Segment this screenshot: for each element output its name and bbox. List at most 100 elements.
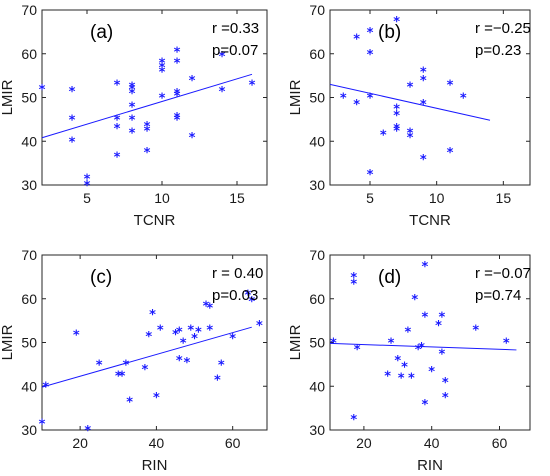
- data-point: *: [153, 391, 160, 406]
- x-tick-label: 60: [225, 435, 241, 451]
- y-tick-label: 70: [21, 2, 37, 18]
- y-tick-label: 60: [309, 46, 325, 62]
- data-point: *: [157, 323, 164, 338]
- data-point: *: [69, 135, 76, 150]
- data-point: *: [206, 302, 213, 317]
- data-point: *: [418, 341, 425, 356]
- data-point: *: [401, 361, 408, 376]
- data-point: *: [203, 299, 210, 314]
- data-point: *: [195, 326, 202, 341]
- regression-line: [41, 326, 252, 388]
- data-point: *: [354, 343, 361, 358]
- panel-label: (a): [90, 22, 113, 43]
- data-point: *: [442, 376, 449, 391]
- data-point: *: [442, 391, 449, 406]
- p-value-label: p=0.74: [475, 287, 521, 304]
- data-point: *: [435, 319, 442, 334]
- y-tick-label: 40: [21, 133, 37, 149]
- data-point: *: [393, 102, 400, 117]
- y-axis-label: LMIR: [287, 324, 304, 360]
- data-point: *: [384, 369, 391, 384]
- y-axis-label: LMIR: [0, 79, 16, 115]
- data-point: *: [84, 179, 91, 194]
- data-point: *: [176, 326, 183, 341]
- data-point: *: [447, 146, 454, 161]
- data-point: *: [159, 57, 166, 72]
- data-point: *: [428, 365, 435, 380]
- data-point: *: [129, 81, 136, 96]
- data-point: *: [42, 380, 49, 395]
- data-point: *: [407, 127, 414, 142]
- r-value-label: r = 0.40: [212, 265, 263, 282]
- y-tick-label: 50: [309, 90, 325, 106]
- y-tick-label: 50: [309, 335, 325, 351]
- data-point: *: [350, 271, 357, 286]
- data-point: *: [407, 81, 414, 96]
- y-tick-label: 70: [309, 247, 325, 263]
- data-point: *: [174, 46, 181, 61]
- x-tick-label: 20: [356, 435, 372, 451]
- data-point: *: [144, 120, 151, 135]
- data-point: *: [393, 109, 400, 124]
- y-tick-label: 70: [309, 2, 325, 18]
- data-point: *: [73, 329, 80, 344]
- panel-label: (c): [90, 267, 112, 288]
- data-point: *: [176, 354, 183, 369]
- data-point: *: [144, 124, 151, 139]
- y-axis-label: LMIR: [287, 79, 304, 115]
- x-tick-label: 60: [492, 435, 508, 451]
- data-point: *: [114, 151, 121, 166]
- x-tick-label: 40: [149, 435, 165, 451]
- data-point: *: [422, 310, 429, 325]
- y-tick-label: 40: [21, 378, 37, 394]
- data-point: *: [129, 83, 136, 98]
- data-point: *: [367, 92, 374, 107]
- r-value-label: r =−0.25: [475, 20, 531, 37]
- data-point: *: [144, 146, 151, 161]
- data-point: *: [218, 358, 225, 373]
- x-tick-label: 15: [496, 190, 512, 206]
- data-point: *: [219, 50, 226, 65]
- x-axis-label: RIN: [142, 457, 168, 474]
- data-point: *: [219, 85, 226, 100]
- data-point: *: [174, 113, 181, 128]
- data-point: *: [422, 398, 429, 413]
- x-tick-label: 10: [429, 190, 445, 206]
- data-point: *: [393, 124, 400, 139]
- y-tick-label: 30: [21, 177, 37, 193]
- data-point: *: [248, 295, 255, 310]
- data-point: *: [350, 413, 357, 428]
- data-point: *: [503, 337, 510, 352]
- x-tick-label: 20: [72, 435, 88, 451]
- data-point: *: [340, 92, 347, 107]
- y-tick-label: 60: [21, 46, 37, 62]
- data-point: *: [142, 363, 149, 378]
- data-point: *: [39, 83, 46, 98]
- data-point: *: [420, 153, 427, 168]
- p-value-label: p=0.23: [475, 42, 521, 59]
- data-point: *: [159, 65, 166, 80]
- r-value-label: r =0.33: [212, 20, 259, 37]
- data-point: *: [149, 308, 156, 323]
- data-point: *: [174, 87, 181, 102]
- data-point: *: [398, 372, 405, 387]
- data-point: *: [353, 98, 360, 113]
- data-point: *: [394, 354, 401, 369]
- data-point: *: [229, 332, 236, 347]
- data-point: *: [172, 328, 179, 343]
- data-point: *: [145, 330, 152, 345]
- y-axis-label: LMIR: [0, 324, 16, 360]
- data-point: *: [472, 323, 479, 338]
- data-point: *: [119, 369, 126, 384]
- data-point: *: [214, 374, 221, 389]
- data-point: *: [422, 260, 429, 275]
- y-tick-label: 50: [21, 90, 37, 106]
- data-point: *: [184, 356, 191, 371]
- data-point: *: [174, 57, 181, 72]
- data-point: *: [380, 129, 387, 144]
- regression-line: [41, 73, 253, 139]
- data-point: *: [126, 396, 133, 411]
